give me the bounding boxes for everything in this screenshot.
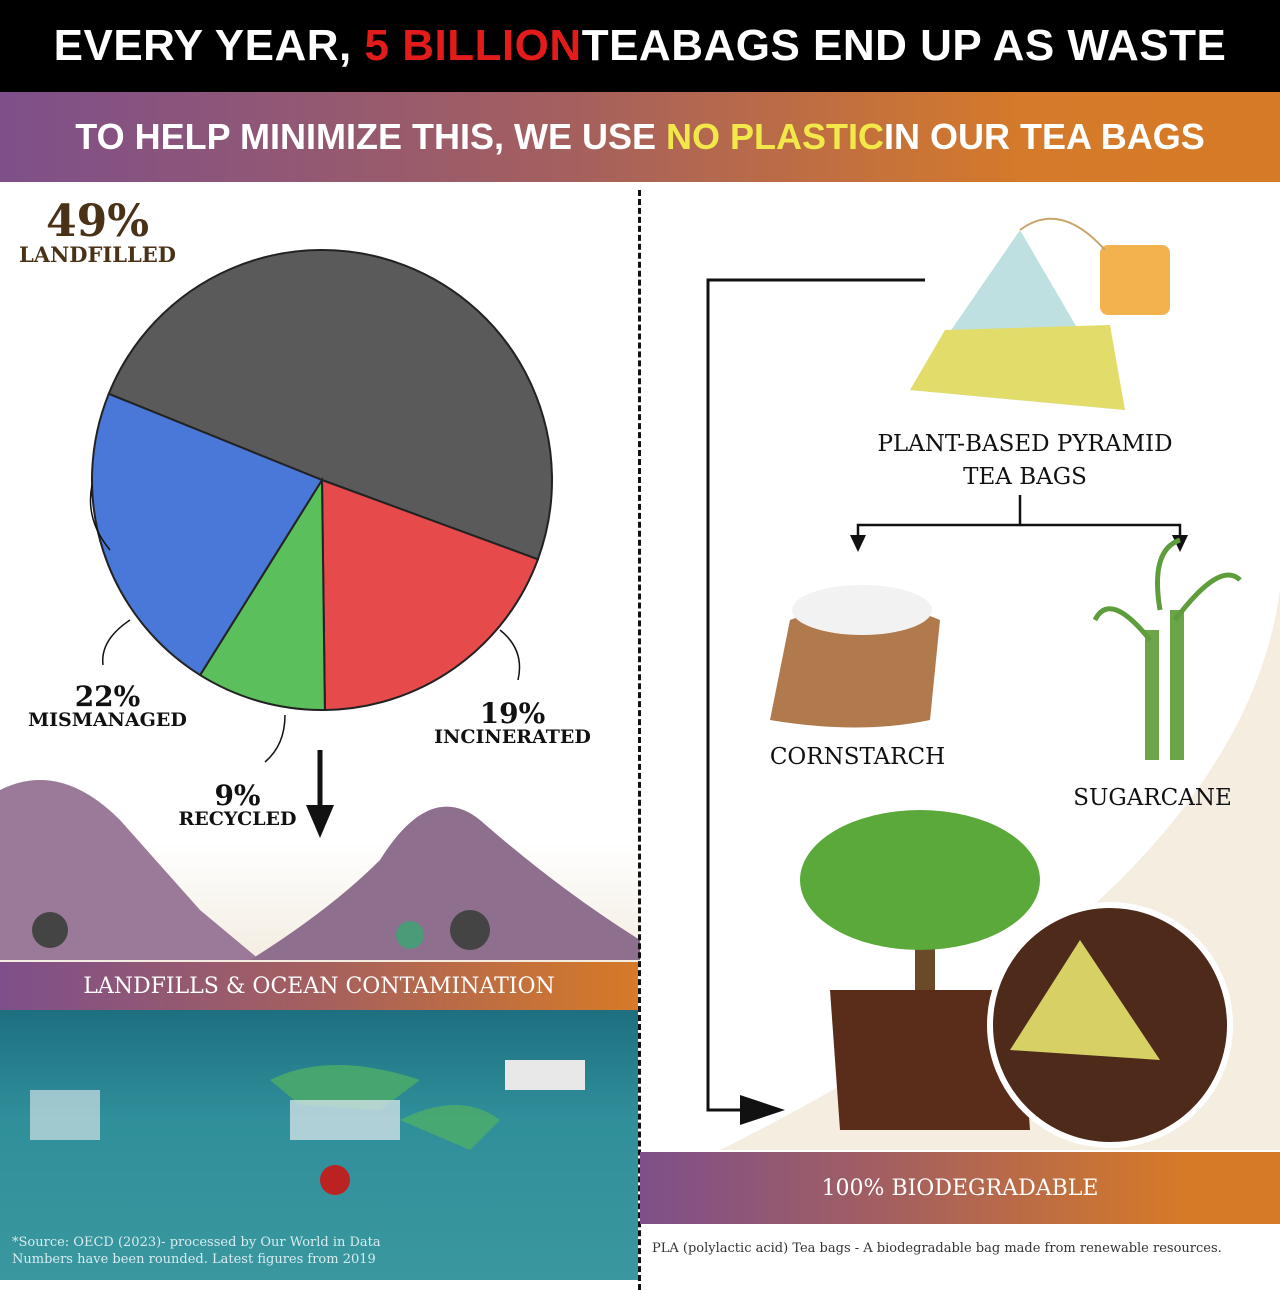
pyramid-teabag-icon (910, 217, 1170, 410)
headline-text-end: TEABAGS END UP AS WASTE (581, 21, 1227, 70)
source-note: *Source: OECD (2023)- processed by Our W… (12, 1235, 381, 1267)
pie-chart (89, 249, 553, 838)
pie-slice-incinerated (320, 478, 540, 711)
biodegradable-band: 100% BIODEGRADABLE (640, 1152, 1280, 1224)
tree-icon (800, 810, 1040, 1130)
cornstarch-label: CORNSTARCH (769, 744, 946, 770)
subheadline-text-end: IN OUR TEA BAGS (884, 116, 1205, 157)
subheadline-banner: TO HELP MINIMIZE THIS, WE USE NO PLASTIC… (0, 92, 1280, 182)
label-recycled: 9% RECYCLED (178, 779, 297, 830)
cornstarch-sack-icon (770, 585, 940, 728)
arrow-mismanaged (102, 619, 131, 666)
arrow-landfilled (89, 484, 111, 551)
sugarcane-label: SUGARCANE (1073, 785, 1232, 811)
landfills-band: LANDFILLS & OCEAN CONTAMINATION (0, 962, 638, 1010)
ocean-illustration (0, 1010, 638, 1280)
subheadline-highlight: NO PLASTIC (666, 116, 885, 157)
decomposing-teabag-icon (987, 902, 1233, 1148)
arrow-recycled (264, 714, 286, 763)
label-incinerated: 19% INCINERATED (434, 697, 591, 748)
label-mismanaged: 22% MISMANAGED (28, 680, 187, 731)
teabag-label: PLANT-BASED PYRAMID TEA BAGS (877, 431, 1173, 490)
sugarcane-icon (1092, 537, 1242, 760)
pie-slice-landfilled (107, 249, 553, 561)
divider (638, 190, 641, 1290)
arrow-incinerated (499, 629, 521, 681)
subheadline-text: TO HELP MINIMIZE THIS, WE USE (75, 116, 656, 157)
headline-text: EVERY YEAR, (53, 21, 352, 70)
right-illustration (706, 217, 1280, 1150)
headline-highlight: 5 BILLION (364, 21, 582, 70)
pla-footnote: PLA (polylactic acid) Tea bags - A biode… (652, 1241, 1222, 1256)
pie-slice-recycled (198, 476, 326, 711)
label-landfilled: 49% LANDFILLED (19, 196, 176, 267)
pie-slice-mismanaged (91, 392, 324, 677)
headline-banner: EVERY YEAR, 5 BILLION TEABAGS END UP AS … (0, 0, 1280, 92)
